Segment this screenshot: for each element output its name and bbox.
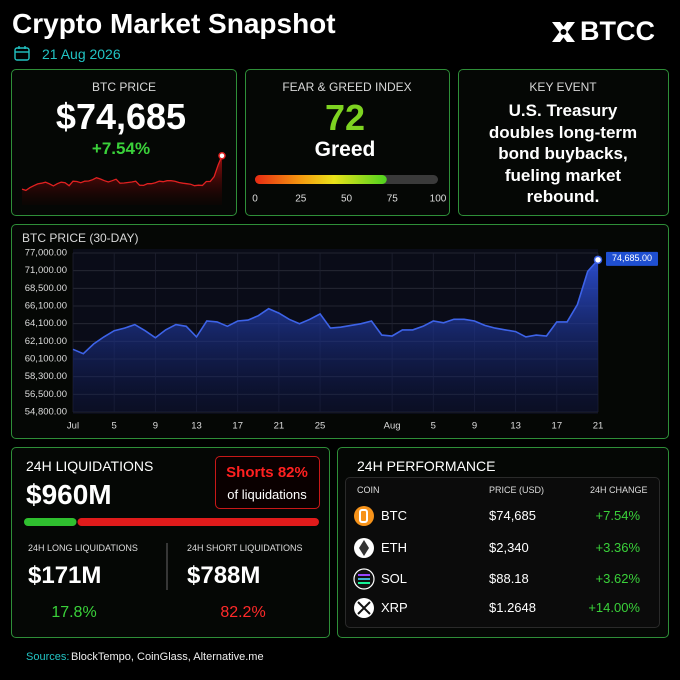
value-label: 74,685.00	[612, 253, 652, 263]
y-tick-label: 56,500.00	[25, 389, 67, 400]
performance-table	[345, 477, 660, 628]
coin-symbol: ETH	[381, 540, 407, 555]
key-event-text: U.S. Treasury doubles long-term bond buy…	[488, 101, 638, 206]
coin-symbol: XRP	[381, 600, 408, 615]
y-tick-label: 68,500.00	[25, 283, 67, 294]
y-tick-label: 77,000.00	[25, 248, 67, 259]
calendar-icon	[14, 46, 30, 61]
short-amount: $788M	[187, 562, 261, 589]
gauge-tick-label: 75	[387, 194, 399, 205]
date: 21 Aug 2026	[42, 46, 121, 62]
long-label: 24H LONG LIQUIDATIONS	[28, 543, 138, 553]
xrp-icon	[354, 598, 374, 618]
coin-price: $88.18	[489, 571, 529, 586]
price-line	[72, 259, 599, 355]
btc-change: +7.54%	[91, 139, 151, 158]
gauge-tick-label: 25	[295, 194, 307, 205]
short-share: 82.2%	[220, 604, 266, 621]
value-label-box	[606, 251, 658, 266]
chart-title: BTC PRICE (30-DAY)	[22, 231, 139, 245]
coin-price: $74,685	[489, 508, 536, 523]
coin-price: $2,340	[489, 540, 529, 555]
callout-text: of liquidations	[227, 487, 307, 502]
sparkline	[21, 155, 223, 192]
page-title: Crypto Market Snapshot	[12, 8, 336, 39]
y-tick-label: 62,100.00	[25, 336, 67, 347]
y-tick-label: 60,100.00	[25, 354, 67, 365]
column-header: 24H CHANGE	[590, 485, 648, 495]
x-tick-label: 21	[593, 421, 604, 432]
fear-greed-class: Greed	[314, 138, 376, 161]
sparkline-end	[218, 151, 226, 160]
footer-label: Sources:	[26, 651, 70, 663]
card-label: KEY EVENT	[529, 80, 597, 94]
card-label: 24H LIQUIDATIONS	[26, 458, 154, 474]
gauge-fill	[255, 175, 387, 184]
gauge-tick-label: 0	[252, 194, 258, 205]
eth-icon	[354, 538, 374, 558]
coin-symbol: BTC	[381, 508, 407, 523]
coin-symbol: SOL	[381, 571, 408, 586]
x-tick-label: 13	[191, 421, 202, 432]
y-tick-label: 66,100.00	[25, 301, 67, 312]
liquidation-total: $960M	[26, 479, 112, 510]
x-tick-label: 5	[431, 421, 436, 432]
callout-title: Shorts 82%	[226, 464, 308, 481]
x-tick-label: 9	[153, 421, 158, 432]
y-tick-label: 58,300.00	[25, 371, 67, 382]
long-bar	[24, 518, 77, 526]
price-area	[73, 259, 598, 412]
coin-change: +3.36%	[595, 540, 640, 555]
x-tick-label: Jul	[67, 421, 79, 432]
sparkline-area	[22, 155, 222, 205]
coin-change: +3.62%	[595, 571, 640, 586]
x-tick-label: Aug	[384, 421, 401, 432]
brand-icon	[552, 22, 575, 42]
sol-icon	[353, 568, 375, 590]
y-tick-label: 71,000.00	[25, 265, 67, 276]
short-bar	[77, 518, 319, 526]
card-label: FEAR & GREED INDEX	[282, 80, 412, 94]
key-event-card	[458, 69, 669, 216]
callout-box	[215, 456, 320, 509]
x-tick-label: 5	[112, 421, 117, 432]
end-point	[593, 255, 603, 265]
gauge-tick-label: 100	[430, 194, 447, 205]
card-label: 24H PERFORMANCE	[357, 458, 496, 474]
y-tick-label: 54,800.00	[25, 407, 67, 418]
long-share: 17.8%	[51, 604, 97, 621]
column-header: PRICE (USD)	[489, 485, 545, 495]
x-tick-label: 25	[315, 421, 326, 432]
card-label: BTC PRICE	[91, 80, 157, 94]
x-tick-label: 21	[274, 421, 285, 432]
btc-price: $74,685	[55, 96, 187, 137]
footer-text: BlockTempo, CoinGlass, Alternative.me	[71, 651, 264, 663]
fear-greed-card	[245, 69, 450, 216]
brand: BTCC	[580, 16, 655, 46]
long-amount: $171M	[28, 562, 102, 589]
y-tick-label: 64,100.00	[25, 318, 67, 329]
column-header: COIN	[357, 485, 380, 495]
coin-change: +14.00%	[588, 600, 640, 615]
x-tick-label: 13	[510, 421, 521, 432]
coin-change: +7.54%	[595, 508, 640, 523]
coin-price: $1.2648	[489, 600, 536, 615]
x-tick-label: 17	[232, 421, 243, 432]
gauge-tick-label: 50	[341, 194, 353, 205]
x-tick-label: 9	[472, 421, 477, 432]
x-tick-label: 17	[552, 421, 563, 432]
btc-icon	[354, 506, 374, 526]
fear-greed-value: 72	[324, 97, 366, 138]
short-label: 24H SHORT LIQUIDATIONS	[187, 543, 303, 553]
